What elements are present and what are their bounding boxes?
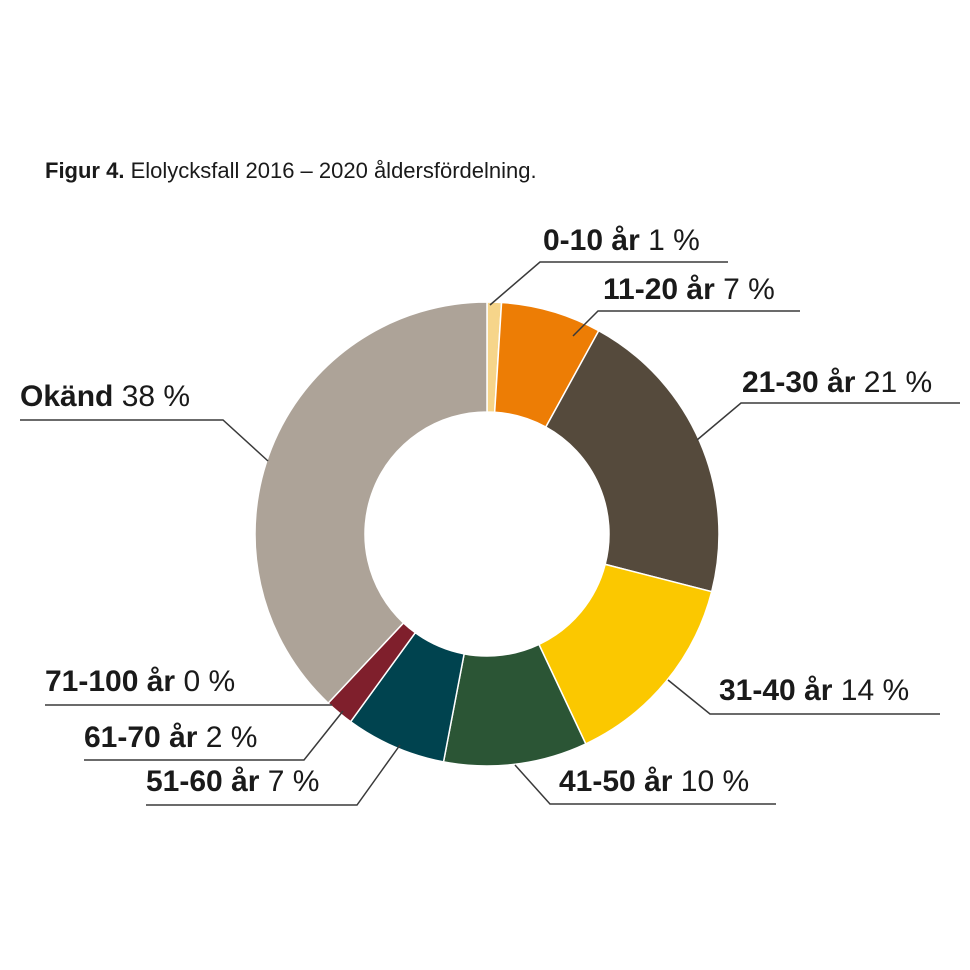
leader-line-ok-nd bbox=[20, 419, 269, 462]
figure-number: Figur 4. bbox=[45, 158, 125, 183]
label-value: 14 % bbox=[832, 674, 909, 707]
label-value: 1 % bbox=[640, 224, 700, 257]
leader-line-11-20-r bbox=[572, 310, 800, 337]
label-category: 31-40 år bbox=[719, 674, 833, 707]
label-category: 71-100 år bbox=[45, 665, 175, 698]
label-category: 51-60 år bbox=[146, 765, 260, 798]
label-value: 2 % bbox=[197, 721, 257, 754]
label-category: 11-20 år bbox=[603, 273, 715, 306]
donut-slices bbox=[254, 301, 720, 767]
label-category: 41-50 år bbox=[559, 765, 673, 798]
figure-title: Elolycksfall 2016 – 2020 åldersfördelnin… bbox=[124, 158, 537, 183]
label-41-50-r: 41-50 år 10 % bbox=[559, 765, 749, 798]
label-value: 38 % bbox=[113, 380, 190, 413]
label-value: 21 % bbox=[855, 366, 932, 399]
label-21-30-r: 21-30 år 21 % bbox=[742, 366, 932, 399]
label-category: Okänd bbox=[20, 380, 113, 413]
label-51-60-r: 51-60 år 7 % bbox=[146, 765, 319, 798]
label-71-100-r: 71-100 år 0 % bbox=[45, 665, 235, 698]
label-value: 10 % bbox=[672, 765, 749, 798]
leader-line-41-50-r bbox=[514, 764, 776, 805]
leader-lines bbox=[20, 261, 960, 806]
label-category: 61-70 år bbox=[84, 721, 198, 754]
label-31-40-r: 31-40 år 14 % bbox=[719, 674, 909, 707]
label-0-10-r: 0-10 år 1 % bbox=[543, 224, 700, 257]
label-category: 0-10 år bbox=[543, 224, 640, 257]
label-ok-nd: Okänd 38 % bbox=[20, 380, 190, 413]
label-11-20-r: 11-20 år 7 % bbox=[603, 273, 775, 306]
label-61-70-r: 61-70 år 2 % bbox=[84, 721, 257, 754]
leader-line-21-30-r bbox=[696, 402, 960, 441]
figure-caption: Figur 4. Elolycksfall 2016 – 2020 ålders… bbox=[45, 158, 537, 184]
label-value: 7 % bbox=[715, 273, 775, 306]
slice-labels: 0-10 år 1 % 11-20 år 7 % 21-30 år 21 % 31-4… bbox=[20, 224, 932, 798]
label-value: 7 % bbox=[259, 765, 319, 798]
leader-line-31-40-r bbox=[667, 679, 940, 715]
slice-31-40-r bbox=[537, 563, 713, 745]
leader-line-0-10-r bbox=[489, 261, 728, 306]
leader-line-61-70-r bbox=[84, 710, 344, 761]
label-category: 21-30 år bbox=[742, 366, 856, 399]
leader-line-51-60-r bbox=[146, 744, 401, 806]
slice-ok-nd bbox=[254, 301, 488, 705]
label-value: 0 % bbox=[175, 665, 235, 698]
slice-21-30-r bbox=[544, 329, 720, 593]
